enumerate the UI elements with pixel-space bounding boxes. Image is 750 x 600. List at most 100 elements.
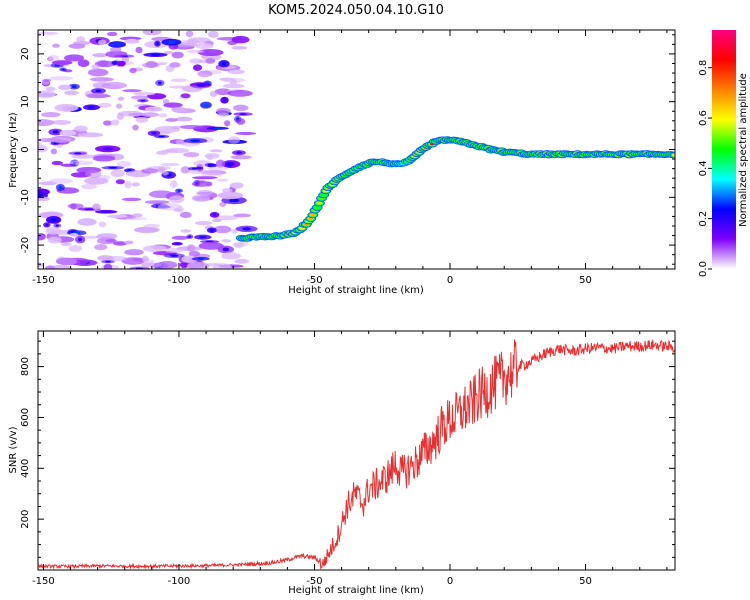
spectrogram-y-axis-label: Frequency (Hz) xyxy=(8,112,19,188)
noise-blob xyxy=(87,68,109,77)
noise-blob xyxy=(91,64,100,70)
noise-blob xyxy=(206,166,230,171)
snr-y-tick-label: 800 xyxy=(20,357,31,376)
ridge-blob xyxy=(300,227,305,230)
spectrogram-y-tick-label: 10 xyxy=(20,95,31,108)
noise-blob xyxy=(94,244,108,251)
noise-blob xyxy=(227,40,238,46)
noise-blob xyxy=(102,120,113,126)
noise-blob xyxy=(64,90,79,96)
noise-blob xyxy=(49,76,74,81)
noise-blob xyxy=(132,92,156,96)
noise-blob-core xyxy=(58,185,63,190)
noise-blob xyxy=(209,149,223,153)
noise-blob xyxy=(157,261,178,269)
noise-blob-core xyxy=(199,235,207,239)
noise-blob xyxy=(117,96,125,101)
noise-blob xyxy=(38,196,50,202)
noise-blob xyxy=(80,235,101,239)
noise-blob-core xyxy=(88,105,95,109)
noise-blob xyxy=(195,191,215,195)
snr-x-tick-label: -100 xyxy=(168,576,191,587)
noise-blob xyxy=(107,214,128,218)
noise-blob xyxy=(165,118,178,122)
noise-blob xyxy=(131,182,140,187)
noise-blob-core xyxy=(151,131,157,135)
noise-blob xyxy=(233,213,252,218)
noise-blob-core xyxy=(140,99,146,102)
noise-blob-core xyxy=(222,247,230,252)
noise-blob xyxy=(113,241,128,246)
noise-blob xyxy=(124,38,140,44)
spectrogram-x-tick-label: -100 xyxy=(168,275,191,286)
noise-blob xyxy=(38,119,55,127)
noise-blob xyxy=(77,218,97,226)
noise-blob-core xyxy=(190,139,201,143)
noise-blob xyxy=(175,116,193,122)
snr-x-tick-label: 0 xyxy=(447,576,453,587)
noise-blob xyxy=(38,181,57,186)
spectrogram-y-tick-label: -20 xyxy=(20,237,31,253)
noise-blob xyxy=(51,119,72,125)
noise-blob xyxy=(227,90,253,97)
noise-blob xyxy=(171,107,188,113)
noise-blob xyxy=(187,244,196,252)
noise-blob xyxy=(77,59,90,67)
noise-blob xyxy=(201,172,223,177)
noise-blob xyxy=(169,62,181,68)
noise-blob xyxy=(133,226,160,233)
noise-blob xyxy=(143,223,160,229)
noise-blob xyxy=(192,64,203,71)
noise-blob xyxy=(144,106,163,112)
noise-blob xyxy=(213,225,232,234)
noise-blob xyxy=(48,54,60,63)
noise-blob xyxy=(229,182,244,189)
noise-blob xyxy=(222,187,233,194)
noise-blob xyxy=(69,160,94,166)
noise-blob xyxy=(165,248,184,254)
noise-blob-core xyxy=(236,151,242,154)
noise-blob xyxy=(131,213,143,218)
noise-blob xyxy=(62,105,71,113)
noise-blob xyxy=(186,50,205,54)
snr-y-tick-label: 200 xyxy=(20,510,31,529)
noise-blob xyxy=(92,155,116,162)
noise-blob xyxy=(158,113,168,118)
spectrogram-x-tick-label: -150 xyxy=(32,275,55,286)
spectrogram-y-tick-label: 20 xyxy=(20,48,31,61)
noise-blob xyxy=(186,38,200,44)
noise-blob xyxy=(50,148,57,155)
noise-blob xyxy=(219,77,234,82)
noise-blob-core xyxy=(95,89,102,93)
ridge-blob xyxy=(317,202,322,205)
noise-blob-core xyxy=(45,223,49,227)
noise-blob xyxy=(98,102,112,108)
noise-blob xyxy=(185,30,194,38)
noise-blob xyxy=(45,86,56,92)
snr-y-tick-label: 600 xyxy=(20,408,31,427)
noise-blob-core xyxy=(229,198,240,203)
noise-blob-core xyxy=(188,235,192,238)
snr-series-line xyxy=(38,339,675,570)
noise-blob-core xyxy=(192,167,198,170)
noise-blob xyxy=(209,90,218,98)
colorbar-ticks: 0.0 0.2 0.4 0.6 0.8 xyxy=(698,60,712,277)
noise-blob xyxy=(105,50,128,58)
noise-blob xyxy=(179,125,204,130)
noise-blob xyxy=(98,39,107,46)
spectrogram-x-tick-label: 0 xyxy=(447,275,453,286)
noise-blob xyxy=(215,159,226,168)
noise-blob xyxy=(76,36,86,43)
spectrogram-x-tick-label: -50 xyxy=(306,275,322,286)
noise-blob-core xyxy=(222,98,227,102)
figure-title: KOM5.2024.050.04.10.G10 xyxy=(268,3,444,18)
noise-blob xyxy=(132,124,139,131)
noise-blob xyxy=(156,150,169,155)
noise-blob-core xyxy=(71,85,77,89)
noise-blob xyxy=(47,236,62,244)
noise-blob xyxy=(103,263,113,269)
noise-blob xyxy=(163,102,183,108)
snr-y-axis-label: SNR (v/v) xyxy=(8,426,19,473)
ridge-blob xyxy=(308,217,313,220)
